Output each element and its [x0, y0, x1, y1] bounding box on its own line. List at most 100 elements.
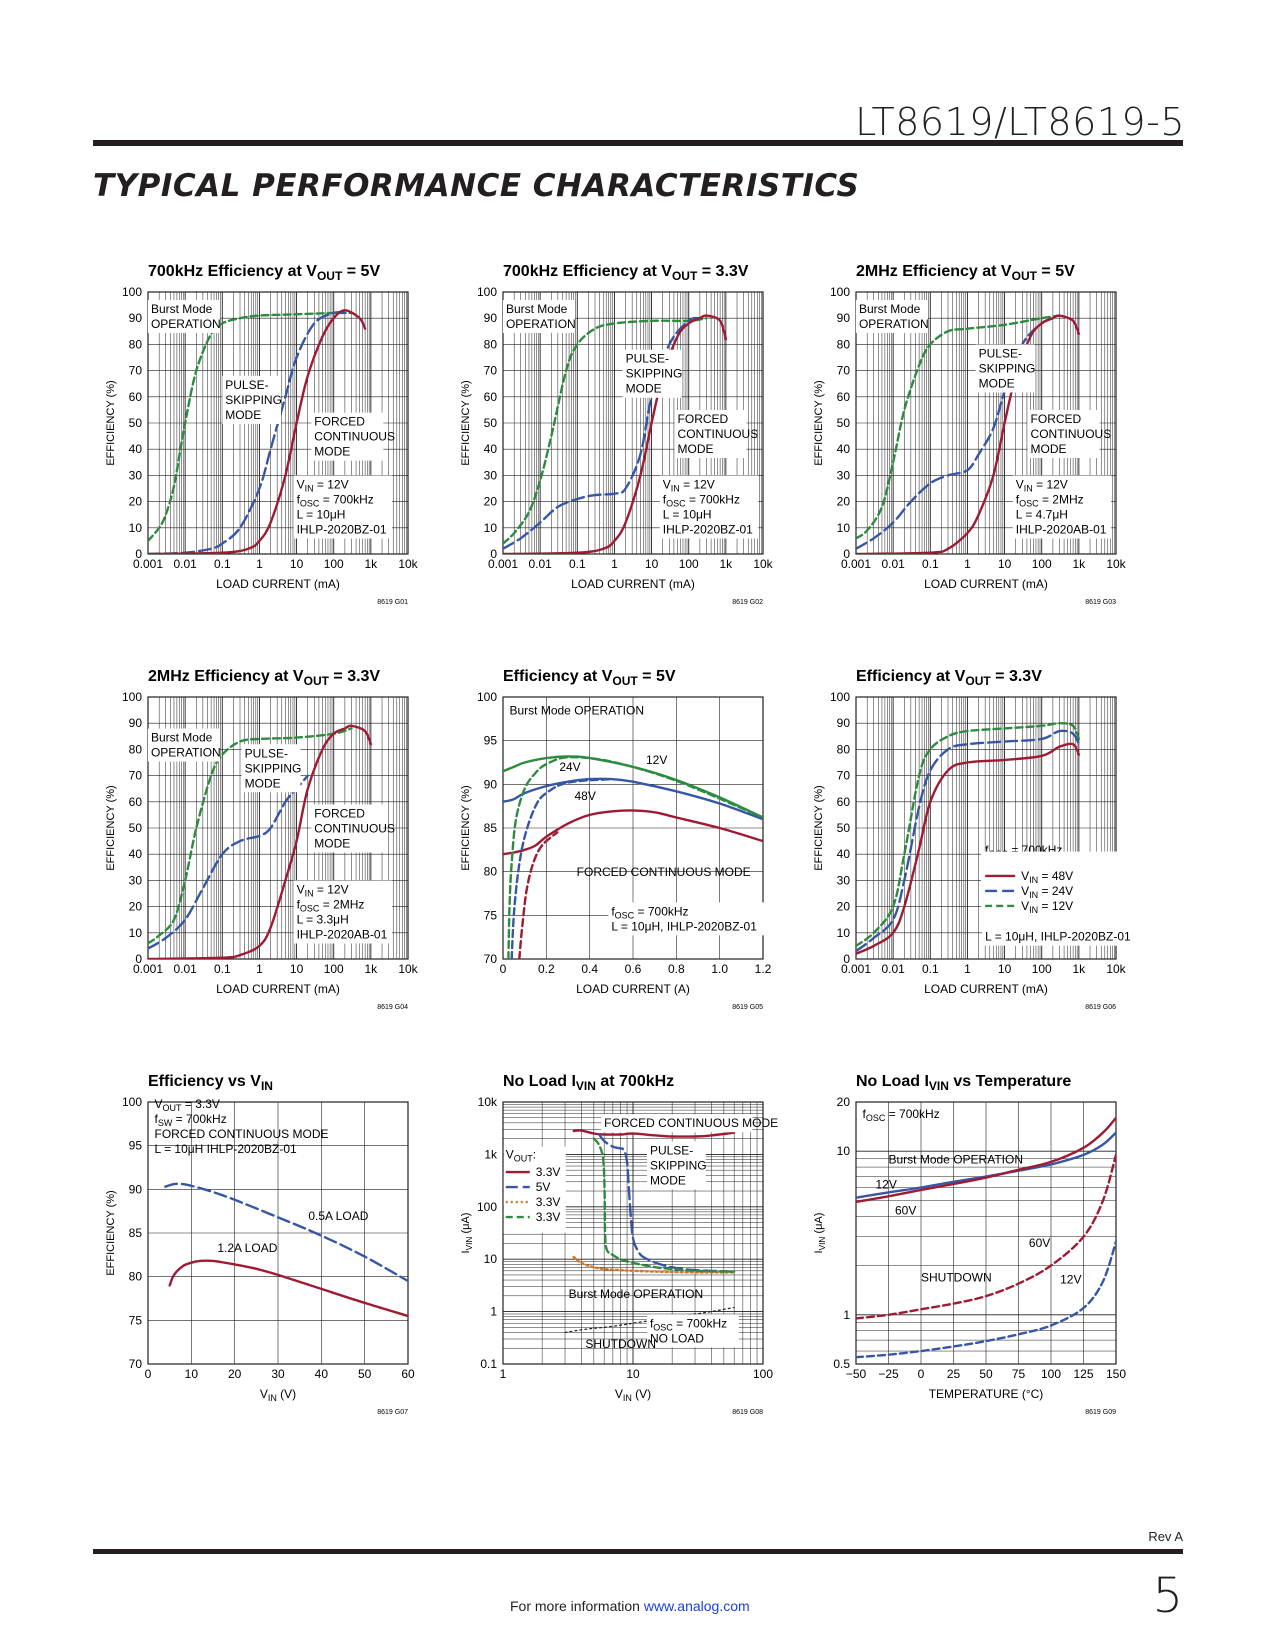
y-tick-label: 40 — [837, 847, 851, 861]
y-tick-label: 40 — [837, 442, 851, 456]
figure-code: 8619 G06 — [1085, 1004, 1116, 1011]
y-tick-label: 10k — [478, 1095, 498, 1109]
chart-title: Efficiency vs VIN — [148, 1073, 273, 1093]
x-tick-label: 0.001 — [133, 557, 163, 571]
x-tick-label: 10 — [185, 1367, 199, 1381]
svg-text:MODE: MODE — [314, 837, 350, 851]
annotation: 0.5A LOAD — [308, 1209, 368, 1223]
svg-text:PULSE-: PULSE- — [979, 347, 1022, 361]
series-line-12v-burst — [507, 755, 763, 959]
annotation: 12V — [876, 1178, 897, 1192]
x-tick-label: 0 — [918, 1367, 925, 1381]
svg-text:MODE: MODE — [626, 382, 662, 396]
x-tick-label: 0.001 — [841, 557, 871, 571]
series-line-burst-mode-operation — [856, 314, 1061, 540]
x-tick-label: 10 — [645, 557, 659, 571]
chart-g06: Efficiency at VOUT = 3.3V 0.001 0.01 0.1 1 10… — [813, 668, 1147, 1011]
y-tick-label: 100 — [122, 285, 142, 299]
y-tick-label: 20 — [484, 495, 498, 509]
x-tick-label: 10 — [998, 557, 1012, 571]
svg-text:SKIPPING: SKIPPING — [225, 393, 282, 407]
x-tick-label: 40 — [315, 1367, 329, 1381]
y-tick-label: 90 — [837, 716, 851, 730]
svg-text:IHLP-2020AB-01: IHLP-2020AB-01 — [1016, 523, 1107, 537]
svg-text:FORCED: FORCED — [678, 412, 729, 426]
series-line-24v — [503, 777, 763, 821]
y-tick-label: 80 — [484, 337, 498, 351]
grid — [855, 696, 1116, 960]
x-tick-label: 0.4 — [581, 962, 598, 976]
x-axis-label: VIN (V) — [615, 1387, 651, 1403]
legend-label: 3.3V — [536, 1195, 561, 1209]
x-tick-label: 1k — [1073, 962, 1087, 976]
annotation: Burst Mode OPERATION — [889, 1153, 1023, 1167]
x-tick-label: 0.1 — [922, 962, 939, 976]
svg-text:OPERATION: OPERATION — [151, 746, 221, 760]
y-tick-label: 50 — [129, 416, 143, 430]
svg-text:OPERATION: OPERATION — [506, 317, 576, 331]
series-line-3-3v — [572, 1129, 736, 1138]
svg-text:24V: 24V — [559, 760, 580, 774]
series-line-burst-60v — [856, 1116, 1116, 1204]
bottom-rule — [93, 1549, 1183, 1554]
y-axis-label: EFFICIENCY (%) — [105, 380, 117, 465]
y-tick-label: 75 — [484, 908, 498, 922]
x-tick-label: 100 — [324, 557, 344, 571]
series-line-burst-mode-operation — [503, 317, 708, 545]
svg-text:MODE: MODE — [650, 1173, 686, 1187]
x-tick-label: 1.2 — [755, 962, 772, 976]
x-tick-label: −25 — [878, 1367, 899, 1381]
plot-frame — [855, 1101, 1117, 1365]
figure-code: 8619 G02 — [732, 599, 763, 606]
y-tick-label: 30 — [837, 873, 851, 887]
y-tick-label: 90 — [837, 311, 851, 325]
x-tick-label: 0.01 — [881, 962, 905, 976]
svg-text:fOSC = 700kHz: fOSC = 700kHz — [663, 493, 740, 509]
annotation: 60V — [1029, 1236, 1050, 1250]
plot-frame — [855, 291, 1117, 555]
svg-text:PULSE-: PULSE- — [650, 1143, 693, 1157]
x-tick-label: 0.001 — [488, 557, 518, 571]
x-tick-label: 100 — [1032, 557, 1052, 571]
x-tick-label: 1 — [500, 1367, 507, 1381]
x-tick-label: 0 — [145, 1367, 152, 1381]
y-axis-label: EFFICIENCY (%) — [813, 380, 825, 465]
y-tick-label: 80 — [129, 337, 143, 351]
figure-code: 8619 G03 — [1085, 599, 1116, 606]
y-tick-label: 10 — [837, 1144, 851, 1158]
footer-more-info: For more information — [510, 1598, 640, 1614]
footer-link[interactable]: www.analog.com — [643, 1598, 750, 1614]
y-tick-label: 80 — [129, 1270, 143, 1284]
annotation: 48V — [575, 789, 596, 803]
y-tick-label: 70 — [129, 1357, 143, 1371]
x-tick-label: 1.0 — [711, 962, 728, 976]
y-tick-label: 1 — [843, 1308, 850, 1322]
plot-frame — [147, 1101, 409, 1365]
x-tick-label: 1k — [720, 557, 734, 571]
x-tick-label: 10k — [1106, 962, 1126, 976]
series-line-0-5a-load — [164, 1182, 408, 1283]
svg-text:1.2A LOAD: 1.2A LOAD — [217, 1241, 277, 1255]
y-axis-label: IVIN (μA) — [813, 1213, 827, 1254]
series-line-forced-continuous-mode — [148, 309, 367, 554]
chart-title: 700kHz Efficiency at VOUT = 3.3V — [503, 263, 749, 283]
y-tick-label: 90 — [484, 311, 498, 325]
chart-title: 2MHz Efficiency at VOUT = 5V — [856, 263, 1075, 283]
x-tick-label: 150 — [1106, 1367, 1126, 1381]
y-tick-label: 70 — [129, 364, 143, 378]
y-axis-label: IVIN (μA) — [460, 1213, 474, 1254]
y-tick-label: 90 — [129, 1182, 143, 1196]
svg-text:MODE: MODE — [979, 377, 1015, 391]
x-axis-label: LOAD CURRENT (mA) — [924, 982, 1048, 996]
svg-text:60V: 60V — [1029, 1236, 1050, 1250]
x-tick-label: 10k — [1106, 557, 1126, 571]
plot-frame — [502, 291, 764, 555]
y-tick-label: 10 — [837, 521, 851, 535]
svg-text:MODE: MODE — [1031, 442, 1067, 456]
